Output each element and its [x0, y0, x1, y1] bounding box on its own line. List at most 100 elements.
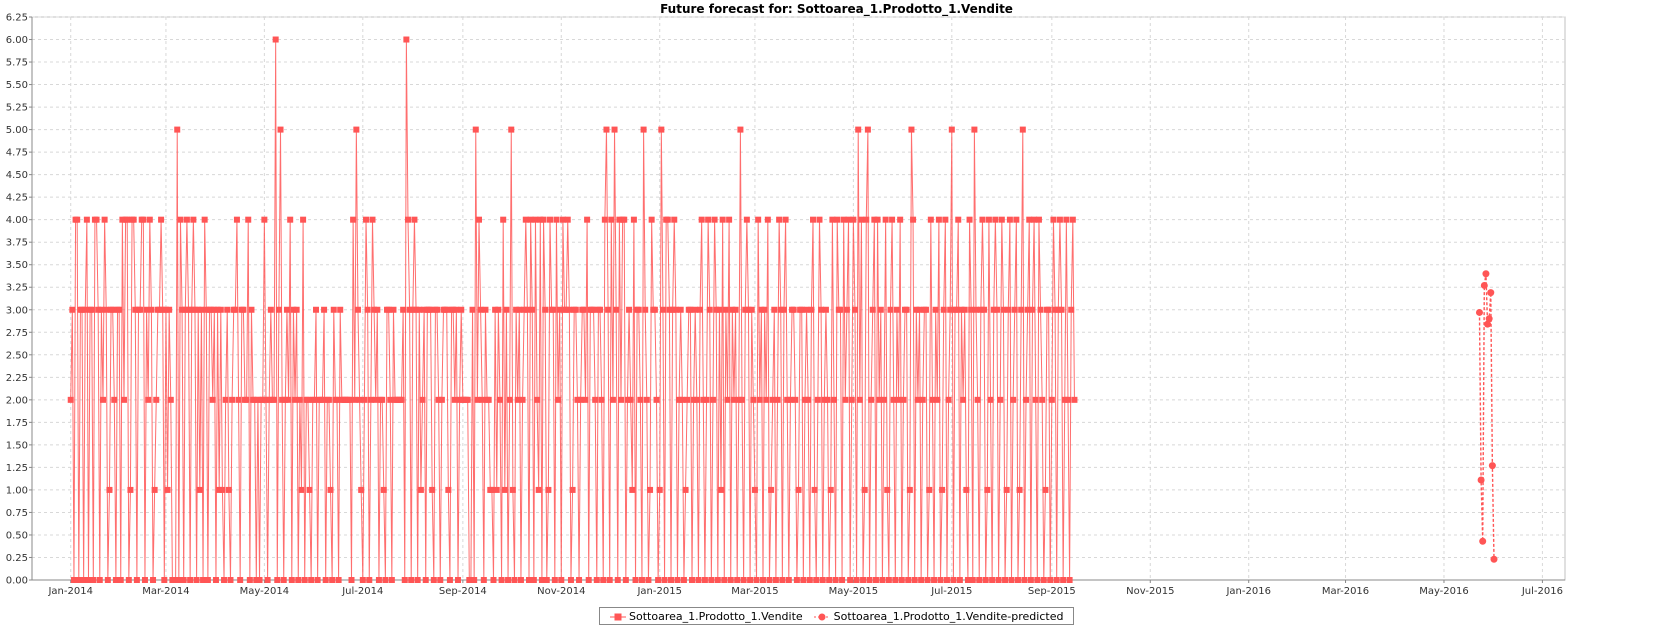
data-point-actual: [889, 216, 896, 223]
data-point-actual: [322, 577, 329, 583]
data-point-actual: [608, 216, 615, 223]
data-point-actual: [174, 126, 181, 133]
data-point-actual: [248, 306, 255, 313]
data-point-actual: [124, 216, 131, 223]
data-point-actual: [1023, 396, 1030, 403]
data-point-actual: [624, 396, 631, 403]
data-point-actual: [790, 306, 797, 313]
data-point-actual: [262, 396, 269, 403]
data-point-actual: [984, 486, 991, 493]
data-point-actual: [603, 126, 610, 133]
data-point-actual: [985, 216, 992, 223]
data-point-actual: [940, 306, 947, 313]
data-point-actual: [580, 306, 587, 313]
x-tick-label: Jul-2015: [930, 586, 972, 597]
data-point-actual: [1047, 577, 1054, 583]
data-point-actual: [227, 577, 234, 583]
data-point-actual: [793, 577, 800, 583]
data-point-actual: [592, 396, 599, 403]
legend-label-actual: Sottoarea_1.Prodotto_1.Vendite: [629, 609, 803, 623]
data-point-actual: [614, 577, 621, 583]
data-point-actual: [1024, 306, 1031, 313]
data-point-actual: [942, 216, 949, 223]
data-point-actual: [718, 486, 725, 493]
data-point-actual: [956, 577, 963, 583]
x-tick-label: May-2014: [240, 586, 290, 597]
data-point-actual: [966, 216, 973, 223]
legend-square-marker-icon: [609, 613, 626, 620]
data-point-actual: [827, 486, 834, 493]
data-point-actual: [906, 486, 913, 493]
data-point-actual: [367, 396, 374, 403]
x-tick-label: May-2015: [829, 586, 879, 597]
data-point-actual: [843, 306, 850, 313]
data-point-actual: [490, 577, 497, 583]
data-point-actual: [751, 486, 758, 493]
data-point-actual: [1035, 216, 1042, 223]
data-point-actual: [500, 216, 507, 223]
data-point-actual: [564, 216, 571, 223]
data-point-actual: [203, 306, 210, 313]
data-point-actual: [298, 486, 305, 493]
data-point-actual: [551, 577, 558, 583]
data-point-actual: [1013, 216, 1020, 223]
data-point-actual: [246, 577, 253, 583]
data-point-actual: [537, 216, 544, 223]
data-point-actual: [780, 306, 787, 313]
data-point-actual: [166, 306, 173, 313]
y-tick-label: 5.25: [6, 103, 28, 114]
data-point-actual: [103, 306, 110, 313]
data-point-actual: [204, 577, 211, 583]
y-tick-label: 3.75: [6, 238, 28, 249]
data-point-actual: [931, 577, 938, 583]
x-tick-label: Nov-2014: [537, 586, 585, 597]
data-point-actual: [350, 216, 357, 223]
data-point-actual: [779, 577, 786, 583]
data-point-actual: [876, 396, 883, 403]
x-tick-label: May-2016: [1419, 586, 1469, 597]
x-tick-label: Mar-2014: [142, 586, 189, 597]
data-point-actual: [337, 306, 344, 313]
data-point-actual: [254, 396, 261, 403]
data-point-actual: [617, 396, 624, 403]
data-point-actual: [222, 396, 229, 403]
data-point-actual: [1006, 216, 1013, 223]
data-point-actual: [88, 306, 95, 313]
data-point-actual: [245, 216, 252, 223]
data-point-actual: [233, 216, 240, 223]
data-point-actual: [559, 216, 566, 223]
data-point-actual: [229, 396, 236, 403]
data-point-actual: [868, 396, 875, 403]
data-point-actual: [566, 306, 573, 313]
x-tick-label: Sep-2014: [439, 586, 487, 597]
data-point-actual: [582, 396, 589, 403]
data-point-actual: [782, 216, 789, 223]
data-point-actual: [159, 306, 166, 313]
data-point-actual: [1027, 577, 1034, 583]
y-tick-label: 6.00: [6, 35, 28, 46]
data-point-actual: [692, 306, 699, 313]
data-point-actual: [348, 577, 355, 583]
data-point-actual: [196, 486, 203, 493]
data-point-predicted: [1488, 462, 1496, 470]
data-point-actual: [74, 216, 81, 223]
data-point-actual: [651, 306, 658, 313]
data-point-actual: [112, 577, 119, 583]
data-point-actual: [240, 306, 247, 313]
data-point-actual: [642, 306, 649, 313]
series-line-predicted: [1478, 273, 1495, 560]
data-point-actual: [469, 306, 476, 313]
data-point-actual: [869, 306, 876, 313]
data-point-actual: [125, 577, 132, 583]
data-point-actual: [1005, 306, 1012, 313]
data-point-actual: [217, 306, 224, 313]
data-point-actual: [183, 216, 190, 223]
data-point-actual: [864, 126, 871, 133]
data-point-actual: [130, 216, 137, 223]
data-point-actual: [776, 216, 783, 223]
data-point-actual: [805, 396, 812, 403]
data-point-actual: [243, 396, 250, 403]
data-point-actual: [109, 306, 116, 313]
data-point-actual: [1048, 396, 1055, 403]
data-point-actual: [366, 577, 373, 583]
